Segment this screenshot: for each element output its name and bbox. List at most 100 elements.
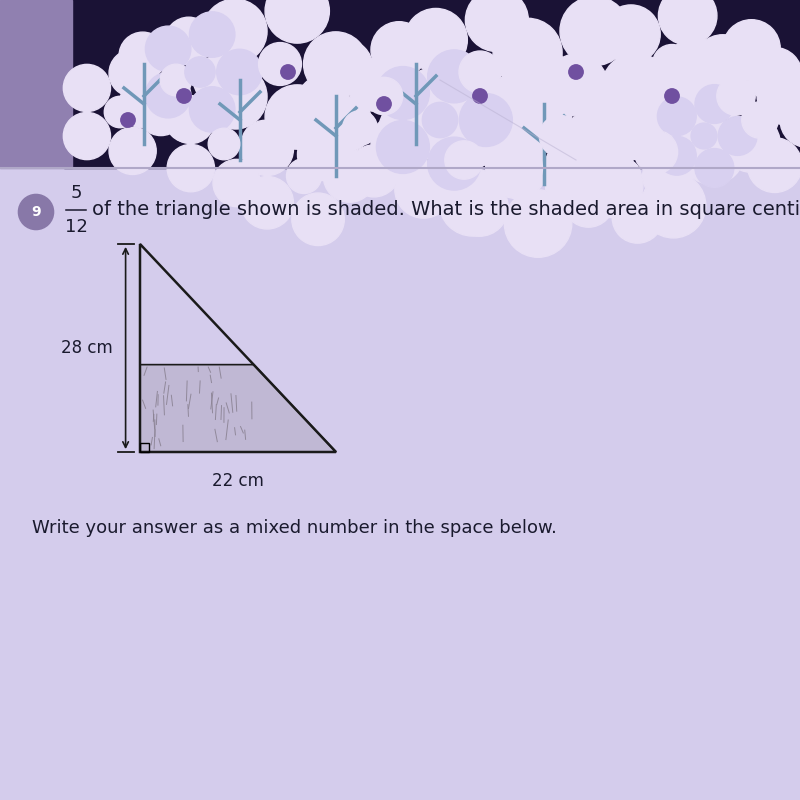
Circle shape [342,110,378,146]
Circle shape [680,119,745,185]
Circle shape [298,75,350,127]
Circle shape [317,39,373,95]
Circle shape [377,97,391,111]
Circle shape [641,66,706,131]
Circle shape [165,17,213,65]
Circle shape [504,190,572,258]
Circle shape [466,93,528,155]
Circle shape [395,102,453,159]
Circle shape [379,102,431,154]
Circle shape [718,117,757,155]
Circle shape [18,194,54,230]
Circle shape [658,97,696,136]
Circle shape [582,105,645,167]
Circle shape [348,59,400,111]
Circle shape [119,81,166,128]
Circle shape [404,73,467,135]
Circle shape [553,65,599,111]
Circle shape [612,193,663,243]
Circle shape [109,127,156,174]
Circle shape [486,74,547,135]
Circle shape [717,77,755,115]
Circle shape [404,9,467,71]
Circle shape [658,136,696,175]
Circle shape [377,66,430,119]
Circle shape [459,94,512,146]
Circle shape [242,120,289,168]
Circle shape [666,97,725,154]
Circle shape [485,131,542,189]
Circle shape [602,5,660,63]
Circle shape [265,0,330,43]
Bar [0,168,800,800]
Circle shape [371,114,427,170]
Circle shape [286,158,322,194]
Circle shape [466,0,528,51]
Circle shape [607,159,641,193]
Circle shape [439,169,506,236]
Circle shape [63,64,110,111]
Circle shape [167,145,214,192]
Circle shape [395,161,453,218]
Circle shape [545,134,612,202]
Text: 12: 12 [65,218,87,235]
Circle shape [602,54,670,122]
Circle shape [119,32,166,79]
Circle shape [694,121,749,175]
Circle shape [63,113,110,160]
Circle shape [208,128,240,160]
Circle shape [292,193,344,246]
Text: Write your answer as a mixed number in the space below.: Write your answer as a mixed number in t… [32,519,557,537]
Circle shape [563,125,614,175]
Circle shape [217,50,262,94]
Polygon shape [140,365,336,452]
Circle shape [167,96,214,143]
Circle shape [546,54,607,116]
Circle shape [146,73,191,118]
Circle shape [493,89,562,158]
Circle shape [578,153,643,218]
Bar [140,443,149,452]
Circle shape [459,51,501,93]
Circle shape [503,41,566,103]
Circle shape [493,18,562,87]
Circle shape [303,32,368,96]
Circle shape [578,86,643,151]
Circle shape [445,141,483,179]
Circle shape [546,156,607,218]
Circle shape [160,64,192,96]
Circle shape [428,137,481,190]
Circle shape [653,45,691,83]
Circle shape [138,89,185,135]
Circle shape [722,114,780,172]
Circle shape [194,56,241,104]
Circle shape [348,145,400,197]
Circle shape [292,106,344,159]
Circle shape [504,78,572,146]
Circle shape [641,173,706,238]
Circle shape [298,129,350,181]
Circle shape [405,68,461,124]
Bar [0,0,72,168]
Circle shape [486,137,547,198]
Circle shape [185,57,215,87]
Circle shape [377,121,430,174]
Circle shape [498,146,542,190]
Circle shape [213,159,260,206]
Circle shape [642,150,694,202]
Circle shape [371,22,427,78]
Circle shape [658,83,717,142]
Circle shape [757,67,800,125]
Circle shape [694,65,749,119]
Circle shape [694,34,752,94]
Circle shape [634,130,678,174]
Circle shape [695,149,734,187]
Circle shape [602,65,660,123]
Circle shape [323,150,376,202]
Circle shape [691,123,717,149]
Circle shape [109,50,156,97]
Circle shape [258,42,302,86]
Circle shape [202,65,267,129]
Circle shape [165,95,213,143]
Circle shape [780,93,800,147]
